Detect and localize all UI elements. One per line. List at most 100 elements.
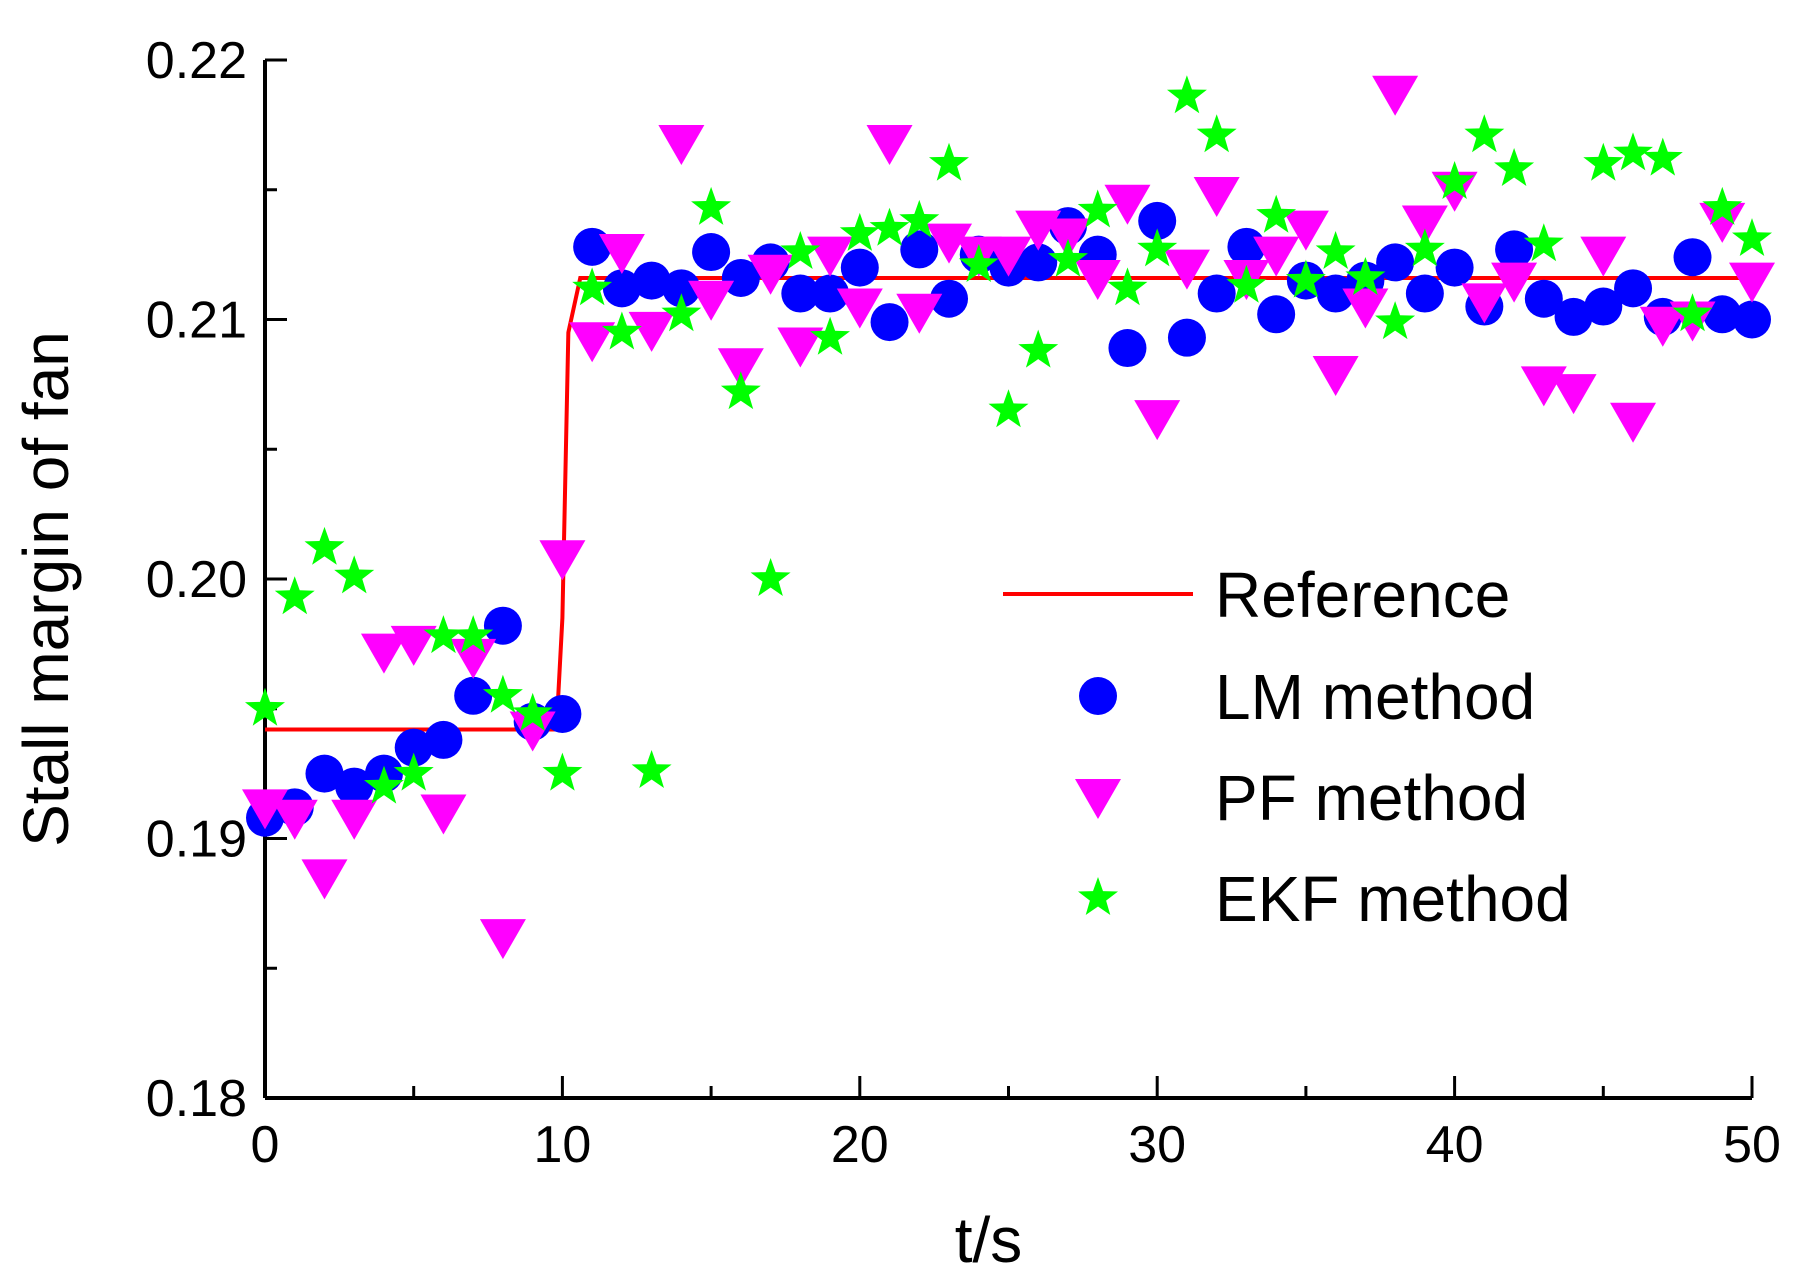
lm-method-point: [1138, 201, 1177, 240]
pf-method-point: [1372, 75, 1419, 116]
ekf-method-point: [1672, 293, 1713, 332]
lm-method-point: [662, 269, 701, 308]
legend-label-ekf-method: EKF method: [1215, 863, 1571, 935]
ekf-method-point: [542, 752, 583, 791]
pf-method-point: [1610, 402, 1657, 443]
ekf-method-point: [810, 316, 850, 355]
lm-method-point: [721, 258, 760, 297]
pf-method-point: [1639, 306, 1686, 347]
plot-series: [242, 75, 1775, 960]
pf-method-point: [1580, 236, 1627, 277]
lm-method-point: [424, 720, 463, 759]
pf-method-point: [717, 348, 764, 389]
lm-method-point: [1167, 318, 1206, 357]
ekf-method-point: [869, 207, 910, 246]
ekf-method-point: [1583, 142, 1624, 181]
plot-axes: 0 10 20 30 40 50 0.18 0.19 0.20 0.21 0.22 t/s Stall …: [10, 32, 1781, 1276]
lm-method-point: [1316, 274, 1355, 313]
x-axis-title: t/s: [955, 1204, 1023, 1276]
ekf-method-point: [453, 615, 494, 654]
lm-method-point: [1524, 279, 1563, 318]
pf-method-point: [896, 293, 943, 334]
x-tick-label: 20: [831, 1116, 889, 1174]
pf-method-point: [777, 327, 824, 368]
y-tick-label: 0.22: [146, 32, 247, 90]
ekf-method-point: [1256, 194, 1297, 233]
pf-method-point: [539, 540, 586, 581]
y-axis-title: Stall margin of fan: [10, 331, 82, 847]
lm-method-point: [1376, 243, 1415, 282]
pf-method-point: [926, 223, 973, 264]
pf-method-point: [390, 625, 437, 666]
lm-method-point: [305, 754, 344, 793]
pf-method-point: [985, 236, 1032, 277]
x-tick-label: 40: [1426, 1116, 1484, 1174]
x-tick-label: 0: [251, 1116, 280, 1174]
ekf-method-point: [334, 555, 375, 594]
legend-item-reference: Reference: [1003, 559, 1510, 631]
ekf-method-point: [274, 576, 315, 615]
ekf-method-point: [691, 186, 732, 225]
pf-method-point: [1550, 374, 1597, 415]
y-tick-label: 0.19: [146, 811, 247, 869]
lm-method-point: [1108, 329, 1147, 368]
pf-method-point: [331, 799, 378, 840]
pf-method-point: [1044, 218, 1091, 259]
lm-method-point: [573, 227, 612, 266]
pf-method-point: [1282, 210, 1329, 251]
lm-method-point: [1435, 248, 1474, 287]
pf-method-point: [1461, 283, 1508, 324]
ekf-method-point: [1196, 114, 1237, 153]
legend-label-reference: Reference: [1215, 559, 1510, 631]
ekf-method-point: [1464, 114, 1505, 153]
pf-method-point: [450, 638, 497, 679]
pf-method-point: [242, 789, 288, 830]
ekf-method-point: [1107, 267, 1148, 306]
ekf-method-point: [661, 293, 702, 332]
y-tick-label: 0.20: [146, 551, 247, 609]
pf-method-point: [1491, 262, 1538, 303]
lm-method-point: [1614, 269, 1653, 308]
ekf-method-point: [304, 526, 345, 565]
ekf-method-point: [988, 389, 1029, 428]
pf-method-point: [1193, 176, 1240, 217]
pf-method-point: [1104, 184, 1151, 225]
ekf-method-point: [1315, 231, 1356, 269]
ekf-method-point: [572, 267, 613, 306]
lm-method-point: [1673, 238, 1712, 277]
pf-method-point: [569, 322, 616, 363]
lm-method-point: [602, 269, 641, 308]
pf-method-point: [1163, 249, 1210, 290]
y-tick-label: 0.21: [146, 292, 247, 350]
pf-method-point: [1729, 262, 1775, 303]
ekf-method-point: [1018, 329, 1059, 368]
lm-method-point: [1495, 230, 1534, 269]
ekf-method-point: [601, 311, 642, 350]
x-tick-label: 50: [1723, 1116, 1781, 1174]
ekf-method-point: [720, 371, 761, 410]
ekf-method-point: [1523, 223, 1564, 262]
ekf-method-point: [839, 212, 880, 251]
pf-method-point: [420, 794, 467, 835]
lm-method-point: [543, 694, 582, 733]
pf-method-point: [598, 234, 645, 275]
legend-label-pf-method: PF method: [1215, 762, 1528, 834]
pf-method-point: [688, 280, 735, 321]
ekf-method-point: [1702, 186, 1743, 225]
ekf-method-point: [1048, 238, 1088, 277]
pf-method-point: [479, 919, 526, 960]
ekf-method-series: [245, 75, 1772, 804]
ekf-method-point: [1226, 264, 1267, 303]
lm-method-point: [900, 230, 939, 269]
lm-method-point: [930, 279, 969, 318]
ekf-method-point: [1404, 228, 1445, 267]
pf-method-point: [271, 799, 318, 840]
x-tick-label: 30: [1128, 1116, 1186, 1174]
legend-item-ekf-method: EKF method: [1078, 863, 1571, 935]
pf-method-point: [1342, 288, 1389, 329]
lm-method-point: [632, 261, 671, 300]
ekf-method-point: [1434, 161, 1475, 199]
pf-method-point: [301, 859, 348, 900]
ekf-method-point: [1167, 75, 1207, 114]
pf-method-point: [1401, 205, 1448, 246]
